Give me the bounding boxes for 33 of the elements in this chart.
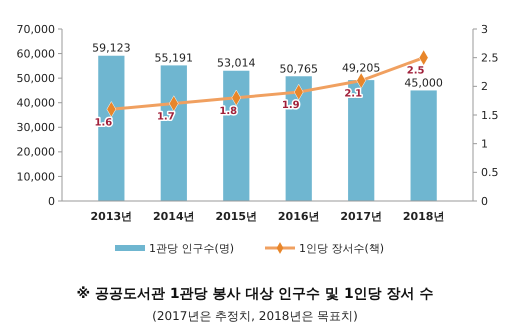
text: ※ 공공도서관 1관당 봉사 대상 인구수 및 1인당 장서 수: [76, 286, 434, 302]
y2-tick-label: 2.5: [481, 52, 498, 65]
y-tick-label: 10,000: [16, 170, 55, 184]
data-label: 2.5: [406, 66, 425, 77]
y2-tick-label: 1: [481, 138, 488, 151]
x-tick-label: 2013년: [90, 210, 132, 223]
y2-tick-label: 0: [481, 194, 488, 208]
data-label: 53,014: [217, 56, 256, 70]
x-tick-label: 2014년: [152, 210, 195, 223]
y-tick-label: 40,000: [16, 96, 55, 110]
data-label: 50,765: [279, 62, 318, 76]
x-tick-label: 2017년: [340, 210, 382, 223]
data-label: 55,191: [154, 51, 194, 64]
y-tick-label: 50,000: [16, 72, 55, 85]
data-label: 49,205: [342, 62, 380, 75]
y-tick-label: 0: [48, 194, 55, 208]
y2-tick-label: 3: [481, 22, 488, 36]
bar: [410, 90, 437, 201]
y2-tick-label: 2: [481, 80, 488, 94]
data-label: 45,000: [404, 76, 443, 90]
y-tick-label: 30,000: [16, 121, 55, 134]
x-tick-label: 2016년: [278, 210, 320, 223]
legend-label: 1관당 인구수(명): [149, 242, 234, 255]
y-tick-label: 20,000: [16, 146, 55, 159]
legend-label: 1인당 장서수(책): [299, 242, 384, 255]
y-tick-label: 60,000: [16, 47, 55, 60]
text: (2017년은 추정치, 2018년은 목표치): [152, 309, 358, 323]
x-tick-label: 2018년: [402, 210, 444, 223]
data-label: 59,123: [92, 42, 131, 55]
y2-tick-label: 0.5: [481, 166, 498, 180]
x-tick-label: 2015년: [215, 210, 258, 223]
y-tick-label: 70,000: [16, 22, 55, 36]
y2-tick-label: 1.5: [481, 108, 498, 122]
